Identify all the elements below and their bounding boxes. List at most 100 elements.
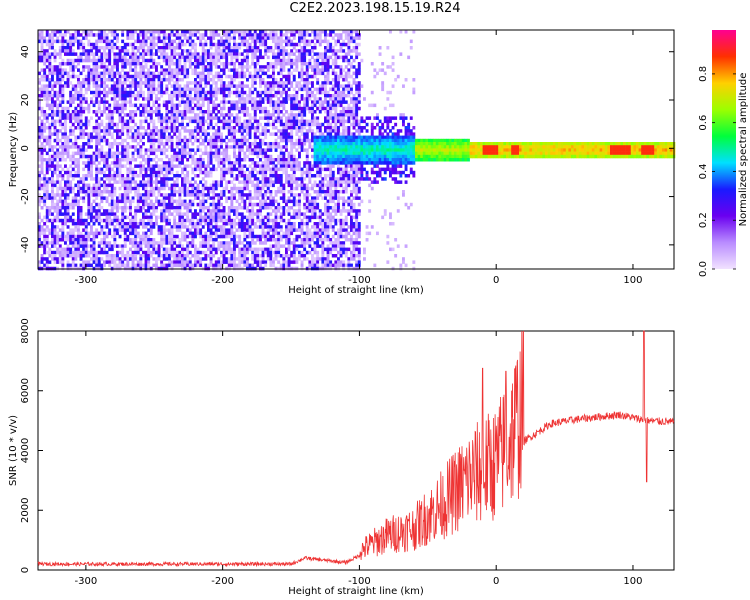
heat-cell bbox=[178, 138, 182, 143]
heat-cell bbox=[248, 42, 252, 47]
heat-cell bbox=[77, 247, 80, 252]
heat-cell bbox=[272, 78, 275, 82]
heat-cell bbox=[144, 49, 148, 53]
heat-cell bbox=[66, 250, 70, 255]
heat-cell bbox=[170, 250, 174, 255]
heat-cell bbox=[227, 218, 231, 223]
heat-cell bbox=[272, 52, 275, 56]
heat-cell bbox=[64, 33, 67, 37]
heat-cell bbox=[103, 110, 106, 114]
heat-cell bbox=[243, 39, 247, 44]
heat-cell bbox=[269, 206, 273, 210]
heat-cell bbox=[87, 260, 91, 264]
heat-cell bbox=[204, 138, 208, 143]
heat-cell bbox=[272, 30, 275, 34]
heat-cell bbox=[123, 119, 127, 124]
heat-cell bbox=[194, 250, 197, 255]
heat-cell bbox=[233, 68, 236, 72]
heat-cell bbox=[240, 68, 244, 72]
heat-cell bbox=[222, 138, 226, 143]
heat-cell bbox=[66, 238, 70, 242]
heat-cell bbox=[279, 138, 283, 143]
heat-cell bbox=[173, 263, 177, 268]
heat-cell bbox=[233, 206, 236, 210]
heat-cell bbox=[105, 36, 109, 40]
heat-cell bbox=[162, 30, 166, 34]
heat-cell bbox=[251, 212, 255, 216]
heat-cell bbox=[121, 58, 125, 63]
heat-cell bbox=[90, 158, 93, 162]
heat-cell bbox=[165, 238, 169, 242]
heat-cell bbox=[38, 71, 41, 76]
heat-cell bbox=[97, 116, 101, 120]
heat-cell bbox=[160, 81, 164, 85]
heat-cell bbox=[170, 103, 174, 108]
heat-cell bbox=[38, 116, 41, 120]
heat-cell bbox=[173, 71, 177, 76]
heat-cell bbox=[201, 116, 205, 120]
heat-cell bbox=[79, 132, 83, 136]
heat-cell bbox=[183, 58, 187, 63]
heat-cell bbox=[87, 122, 91, 127]
heat-cell bbox=[175, 126, 179, 130]
heat-cell bbox=[214, 186, 218, 191]
heat-cell bbox=[261, 254, 265, 258]
heat-cell bbox=[248, 193, 252, 197]
heat-cell bbox=[53, 218, 57, 223]
heat-cell bbox=[160, 180, 164, 184]
heat-cell bbox=[139, 170, 143, 175]
heat-cell bbox=[82, 247, 86, 252]
heat-cell bbox=[204, 68, 208, 72]
heat-cell bbox=[170, 238, 174, 242]
heat-cell bbox=[196, 247, 200, 252]
heat-cell bbox=[38, 78, 41, 82]
heat-cell bbox=[79, 148, 83, 152]
heat-cell bbox=[194, 138, 197, 143]
heat-cell bbox=[259, 84, 262, 88]
heat-cell bbox=[266, 49, 270, 53]
heat-cell bbox=[240, 222, 244, 226]
heat-cell bbox=[279, 49, 283, 53]
heat-cell bbox=[69, 42, 73, 47]
heat-cell bbox=[165, 84, 169, 88]
heat-cell bbox=[116, 228, 119, 232]
heat-cell bbox=[178, 52, 182, 56]
heat-cell bbox=[240, 65, 244, 69]
heat-cell bbox=[209, 254, 213, 258]
heat-cell bbox=[201, 55, 205, 60]
heat-cell bbox=[48, 55, 52, 60]
heat-cell bbox=[261, 148, 265, 152]
heat-cell bbox=[53, 71, 57, 76]
heat-cell bbox=[53, 65, 57, 69]
heat-cell bbox=[90, 49, 93, 53]
heat-cell bbox=[233, 254, 236, 258]
heat-cell bbox=[43, 231, 47, 236]
heat-cell bbox=[105, 113, 109, 117]
heat-cell bbox=[95, 81, 99, 85]
heat-cell bbox=[144, 84, 148, 88]
heat-cell bbox=[220, 241, 223, 245]
heat-cell bbox=[40, 145, 44, 149]
heat-cell bbox=[58, 74, 62, 79]
heat-cell bbox=[225, 170, 229, 175]
heat-cell bbox=[74, 170, 78, 175]
heat-cell bbox=[56, 247, 60, 252]
heat-cell bbox=[259, 39, 262, 44]
heat-cell bbox=[217, 132, 221, 136]
heat-cell bbox=[129, 199, 132, 204]
heat-cell bbox=[259, 116, 262, 120]
heat-cell bbox=[116, 206, 119, 210]
heat-cell bbox=[269, 145, 273, 149]
heat-cell bbox=[181, 170, 184, 175]
heat-cell bbox=[77, 164, 80, 168]
heat-cell bbox=[123, 225, 127, 229]
heat-cell bbox=[157, 193, 161, 197]
heat-cell bbox=[105, 78, 109, 82]
heat-cell bbox=[264, 234, 268, 239]
heat-cell bbox=[214, 94, 218, 98]
heat-cell bbox=[82, 148, 86, 152]
heat-cell bbox=[92, 190, 96, 194]
heat-cell bbox=[160, 138, 164, 143]
heat-cell bbox=[238, 222, 242, 226]
heat-cell bbox=[181, 199, 184, 204]
